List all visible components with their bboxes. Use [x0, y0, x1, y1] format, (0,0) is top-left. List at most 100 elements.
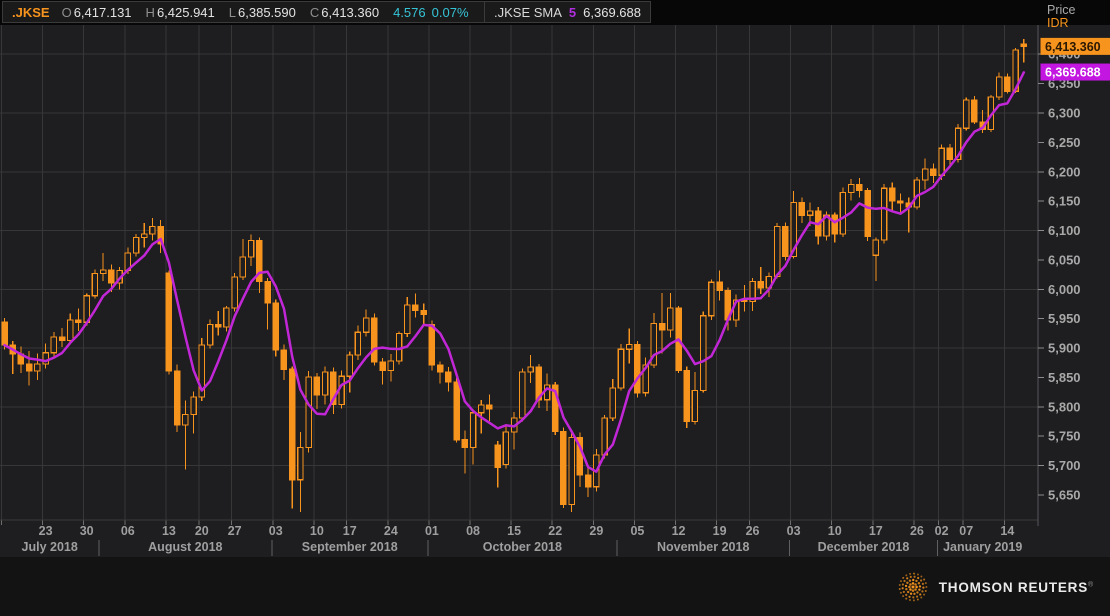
candle-down: [75, 319, 82, 323]
sma-line: [3, 71, 1026, 473]
candle-down: [157, 225, 164, 245]
x-axis-week-label: 20: [195, 524, 209, 538]
candle-down: [831, 214, 838, 235]
candle-up: [387, 360, 395, 371]
candle-up: [839, 191, 847, 235]
candle-up: [625, 344, 633, 350]
change-field: 4.576 0.07%: [393, 4, 469, 20]
open-field: O 6,417.131: [61, 4, 132, 20]
candle-down: [864, 190, 871, 237]
candle-down: [889, 187, 896, 202]
y-axis-price-label: 6,250: [1048, 135, 1081, 150]
candle-down: [288, 368, 296, 481]
x-axis-week-label: 23: [39, 524, 53, 538]
x-axis-week-label: 30: [80, 524, 94, 538]
candle-down: [272, 302, 280, 351]
candle-down: [428, 324, 436, 366]
candle-up: [601, 417, 608, 456]
x-axis-week-label: 13: [162, 524, 176, 538]
x-axis-week-label: 24: [384, 524, 398, 538]
x-axis-week-label: 03: [787, 524, 801, 538]
candle-up: [206, 324, 214, 346]
x-axis-week-label: 02: [935, 524, 949, 538]
candle-down: [420, 309, 427, 316]
candle-down: [256, 239, 263, 283]
candle-up: [617, 348, 625, 389]
y-axis-price-label: 5,950: [1048, 311, 1081, 326]
candle-up: [790, 201, 797, 257]
candle-down: [445, 371, 452, 383]
sma-name-label: .JKSE SMA: [494, 4, 562, 20]
axis-title-currency: IDR: [1047, 16, 1069, 30]
sma-value-label: 6,369.688: [583, 4, 641, 20]
y-axis-price-label: 5,850: [1048, 370, 1081, 385]
candle-up: [962, 99, 970, 129]
candle-up: [995, 76, 1003, 98]
candle-down: [379, 361, 386, 371]
candle-down: [551, 384, 559, 433]
axis-labels: 23 30 06 13 20 27 03 10 17 24 01 08 15 22 29 05 12 19 26 03…: [22, 47, 1081, 554]
candle-up: [362, 317, 370, 333]
candle-up: [132, 237, 140, 254]
candle-down: [634, 344, 641, 394]
x-axis-week-label: 17: [343, 524, 357, 538]
candle-up: [42, 352, 49, 365]
legend-main-series[interactable]: .JKSE O 6,417.131 H 6,425.941 L 6,385.590 C…: [2, 1, 485, 23]
candle-down: [412, 304, 419, 312]
candle-down: [486, 404, 493, 410]
candle-down: [560, 430, 567, 505]
candle-up: [99, 269, 107, 274]
x-axis-week-label: 27: [228, 524, 242, 538]
x-axis-month-label: July 2018: [22, 540, 78, 554]
candle-down: [436, 364, 444, 373]
price-chart[interactable]: 23 30 06 13 20 27 03 10 17 24 01 08 15 22 29 05 12 19 26 03…: [0, 25, 1110, 616]
x-axis-week-label: 03: [269, 524, 283, 538]
y-axis-price-label: 5,650: [1048, 488, 1081, 503]
y-axis-price-label: 5,750: [1048, 429, 1081, 444]
candle-down: [330, 371, 337, 406]
candle-up: [519, 371, 526, 419]
candle-down: [165, 272, 173, 372]
candle-down: [856, 184, 863, 192]
candle-down: [461, 439, 469, 448]
sma-price-badge-text: 6,369.688: [1045, 66, 1101, 80]
registered-mark: ®: [1088, 581, 1094, 588]
y-axis-price-label: 6,000: [1048, 282, 1081, 297]
y-axis-price-label: 5,700: [1048, 458, 1081, 473]
legend-sma-series[interactable]: .JKSE SMA 5 6,369.688: [484, 1, 651, 23]
y-axis-price-label: 6,150: [1048, 194, 1081, 209]
candle-up: [502, 431, 510, 465]
last-price-badge-text: 6,413.360: [1045, 40, 1101, 54]
last-price-badges: 6,413.360 6,369.688: [1040, 37, 1110, 81]
sma-price-badge: [1040, 63, 1110, 81]
price-axis-title: Price IDR: [1047, 4, 1075, 30]
x-axis-week-label: 10: [828, 524, 842, 538]
candle-up: [872, 239, 880, 256]
candle-up: [34, 363, 41, 372]
footer-bar: THOMSON REUTERS®: [0, 557, 1110, 616]
x-axis-week-label: 12: [672, 524, 686, 538]
candle-up: [140, 233, 148, 239]
x-axis-month-label: August 2018: [148, 540, 222, 554]
candle-down: [946, 147, 954, 160]
x-axis-week-label: 05: [630, 524, 644, 538]
candle-up: [231, 276, 238, 309]
candle-up: [469, 412, 477, 448]
y-axis-price-label: 6,050: [1048, 252, 1081, 267]
x-axis-week-label: 22: [548, 524, 562, 538]
y-axis-price-label: 5,900: [1048, 341, 1081, 356]
candle-up: [691, 389, 699, 423]
y-axis-price-label: 6,200: [1048, 164, 1081, 179]
candle-down: [108, 269, 115, 284]
candle-down: [25, 363, 33, 372]
thomson-reuters-brand: THOMSON REUTERS®: [896, 570, 1094, 604]
candle-up: [346, 354, 353, 377]
candle-up: [239, 256, 247, 278]
candle-up: [806, 210, 814, 216]
sma-period-label: 5: [568, 4, 577, 20]
candle-down: [280, 349, 288, 370]
x-axis-week-label: 14: [1000, 524, 1014, 538]
candle-down: [1020, 43, 1028, 47]
x-axis-month-label: January 2019: [943, 540, 1022, 554]
x-axis-week-label: 19: [713, 524, 727, 538]
